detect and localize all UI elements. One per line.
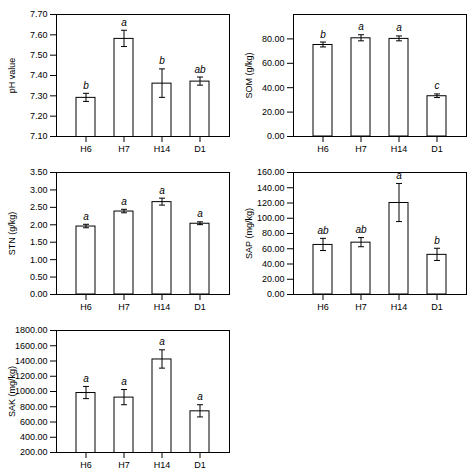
svg-text:800.00: 800.00 xyxy=(20,402,48,412)
svg-text:7.10: 7.10 xyxy=(30,131,48,141)
svg-text:H14: H14 xyxy=(154,460,171,470)
svg-text:a: a xyxy=(159,185,165,196)
svg-text:a: a xyxy=(358,21,364,32)
svg-text:80.00: 80.00 xyxy=(262,228,285,238)
svg-text:1.00: 1.00 xyxy=(30,255,48,265)
svg-text:60.00: 60.00 xyxy=(262,58,285,68)
svg-text:D1: D1 xyxy=(431,144,443,154)
svg-text:a: a xyxy=(121,17,127,28)
svg-text:40.00: 40.00 xyxy=(262,259,285,269)
svg-text:200.00: 200.00 xyxy=(20,447,48,457)
svg-text:7.60: 7.60 xyxy=(30,30,48,40)
svg-text:H14: H14 xyxy=(154,302,171,312)
svg-text:7.70: 7.70 xyxy=(30,9,48,19)
svg-text:7.20: 7.20 xyxy=(30,111,48,121)
svg-text:80.00: 80.00 xyxy=(262,34,285,44)
svg-text:ab: ab xyxy=(355,224,367,235)
svg-text:a: a xyxy=(396,170,402,181)
svg-text:20.00: 20.00 xyxy=(262,274,285,284)
svg-text:1800.00: 1800.00 xyxy=(15,325,48,335)
svg-text:0.50: 0.50 xyxy=(30,272,48,282)
svg-text:160.00: 160.00 xyxy=(257,167,285,177)
svg-text:H6: H6 xyxy=(80,460,92,470)
svg-text:c: c xyxy=(435,80,440,91)
svg-text:b: b xyxy=(320,29,326,40)
svg-text:140.00: 140.00 xyxy=(257,183,285,193)
svg-text:20.00: 20.00 xyxy=(262,107,285,117)
svg-text:a: a xyxy=(121,376,127,387)
svg-text:7.30: 7.30 xyxy=(30,91,48,101)
svg-text:1600.00: 1600.00 xyxy=(15,341,48,351)
svg-text:D1: D1 xyxy=(194,144,206,154)
svg-text:1000.00: 1000.00 xyxy=(15,386,48,396)
svg-text:2.00: 2.00 xyxy=(30,220,48,230)
svg-text:STN (g/kg): STN (g/kg) xyxy=(7,212,17,256)
svg-text:2.50: 2.50 xyxy=(30,202,48,212)
svg-text:D1: D1 xyxy=(194,302,206,312)
svg-text:a: a xyxy=(197,208,203,219)
svg-text:0.00: 0.00 xyxy=(267,131,285,141)
svg-text:H7: H7 xyxy=(118,302,130,312)
svg-text:1200.00: 1200.00 xyxy=(15,371,48,381)
svg-text:ab: ab xyxy=(317,225,329,236)
svg-text:b: b xyxy=(434,235,440,246)
svg-text:3.00: 3.00 xyxy=(30,185,48,195)
svg-text:100.00: 100.00 xyxy=(257,213,285,223)
svg-text:SAK (mg/kg): SAK (mg/kg) xyxy=(7,366,17,417)
svg-text:7.40: 7.40 xyxy=(30,70,48,80)
svg-text:pH value: pH value xyxy=(7,58,17,94)
svg-text:H14: H14 xyxy=(391,144,408,154)
svg-text:7.50: 7.50 xyxy=(30,50,48,60)
svg-text:a: a xyxy=(83,211,89,222)
svg-text:a: a xyxy=(197,391,203,402)
svg-text:a: a xyxy=(396,22,402,33)
svg-text:H7: H7 xyxy=(355,144,367,154)
svg-text:H14: H14 xyxy=(154,144,171,154)
svg-text:H6: H6 xyxy=(317,144,329,154)
svg-text:0.00: 0.00 xyxy=(30,289,48,299)
svg-text:H6: H6 xyxy=(317,302,329,312)
svg-text:b: b xyxy=(159,55,165,66)
svg-text:ab: ab xyxy=(194,64,206,75)
svg-text:400.00: 400.00 xyxy=(20,432,48,442)
svg-text:H7: H7 xyxy=(118,144,130,154)
svg-text:a: a xyxy=(83,373,89,384)
svg-text:SOM (g/kg): SOM (g/kg) xyxy=(244,52,254,98)
svg-text:a: a xyxy=(159,336,165,347)
svg-text:H14: H14 xyxy=(391,302,408,312)
svg-text:D1: D1 xyxy=(194,460,206,470)
svg-text:a: a xyxy=(121,196,127,207)
svg-text:H6: H6 xyxy=(80,144,92,154)
svg-text:SAP (mg/kg): SAP (mg/kg) xyxy=(244,208,254,259)
svg-text:H7: H7 xyxy=(118,460,130,470)
svg-text:3.50: 3.50 xyxy=(30,167,48,177)
svg-text:b: b xyxy=(83,80,89,91)
svg-text:1400.00: 1400.00 xyxy=(15,356,48,366)
svg-text:H6: H6 xyxy=(80,302,92,312)
svg-text:0.00: 0.00 xyxy=(267,289,285,299)
svg-text:40.00: 40.00 xyxy=(262,83,285,93)
svg-text:D1: D1 xyxy=(431,302,443,312)
svg-text:1.50: 1.50 xyxy=(30,237,48,247)
svg-text:60.00: 60.00 xyxy=(262,244,285,254)
svg-text:600.00: 600.00 xyxy=(20,417,48,427)
svg-text:120.00: 120.00 xyxy=(257,198,285,208)
svg-text:H7: H7 xyxy=(355,302,367,312)
